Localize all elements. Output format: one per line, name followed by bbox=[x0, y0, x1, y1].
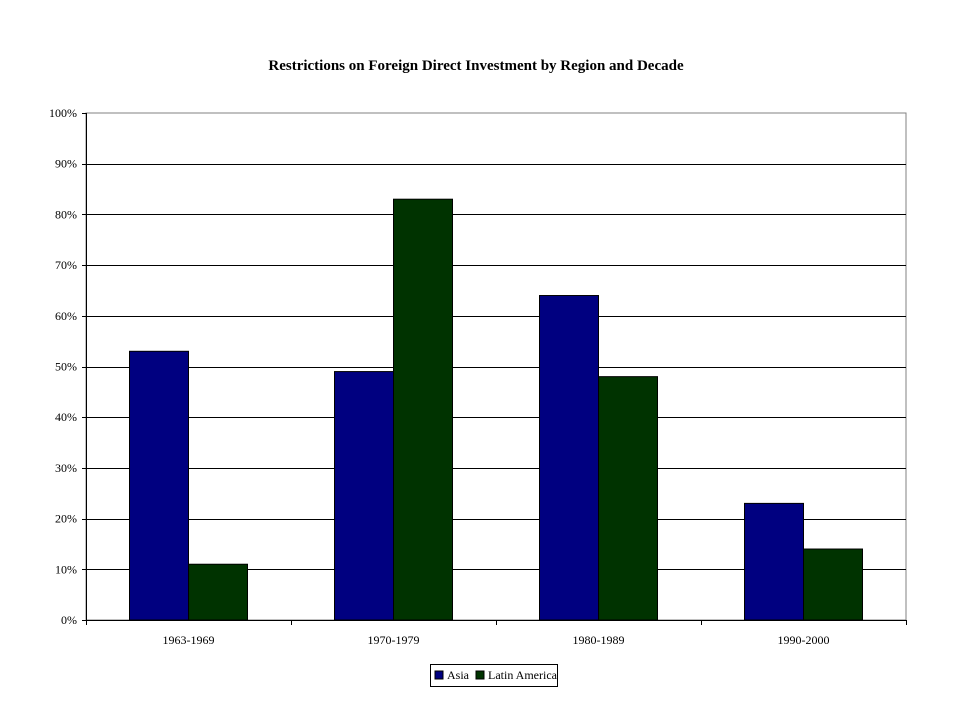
x-axis-tick-labels: 1963-1969 1970-1979 1980-1989 1990-2000 bbox=[163, 633, 830, 647]
y-tick-label: 60% bbox=[55, 309, 77, 323]
legend-label-asia: Asia bbox=[447, 668, 470, 682]
y-tick-label: 80% bbox=[55, 207, 77, 221]
x-tick-label: 1990-2000 bbox=[778, 633, 830, 647]
bar-asia-1990-2000 bbox=[744, 502, 804, 621]
y-tick-label: 0% bbox=[61, 613, 77, 627]
axes bbox=[82, 113, 907, 625]
legend-swatch-latin-america bbox=[475, 670, 485, 680]
y-axis-tick-labels: 0% 10% 20% 30% 40% 50% 60% 70% 80% 90% 100% bbox=[49, 106, 77, 627]
y-tick-label: 20% bbox=[55, 512, 77, 526]
legend-box bbox=[430, 664, 558, 687]
y-tick-label: 30% bbox=[55, 461, 77, 475]
y-tick-label: 40% bbox=[55, 410, 77, 424]
y-tick-label: 10% bbox=[55, 562, 77, 576]
y-tick-label: 50% bbox=[55, 360, 77, 374]
legend-label-latin-america: Latin America bbox=[488, 668, 558, 682]
y-tick-label: 90% bbox=[55, 157, 77, 171]
legend: Asia Latin America bbox=[430, 664, 558, 687]
x-tick-label: 1980-1989 bbox=[573, 633, 625, 647]
bar-asia-1980-1989 bbox=[539, 295, 599, 621]
x-tick-label: 1963-1969 bbox=[163, 633, 215, 647]
bars bbox=[129, 198, 863, 621]
y-tick-label: 100% bbox=[49, 106, 77, 120]
bar-latin-america-1963-1969 bbox=[188, 563, 248, 621]
y-tick-label: 70% bbox=[55, 258, 77, 272]
bar-asia-1970-1979 bbox=[334, 371, 394, 621]
legend-swatch-asia bbox=[434, 670, 444, 680]
chart-title: Restrictions on Foreign Direct Investmen… bbox=[268, 58, 684, 74]
bar-latin-america-1980-1989 bbox=[598, 376, 658, 621]
bar-latin-america-1970-1979 bbox=[393, 198, 453, 621]
bar-asia-1963-1969 bbox=[129, 350, 189, 621]
bar-latin-america-1990-2000 bbox=[803, 548, 863, 621]
x-tick-label: 1970-1979 bbox=[368, 633, 420, 647]
